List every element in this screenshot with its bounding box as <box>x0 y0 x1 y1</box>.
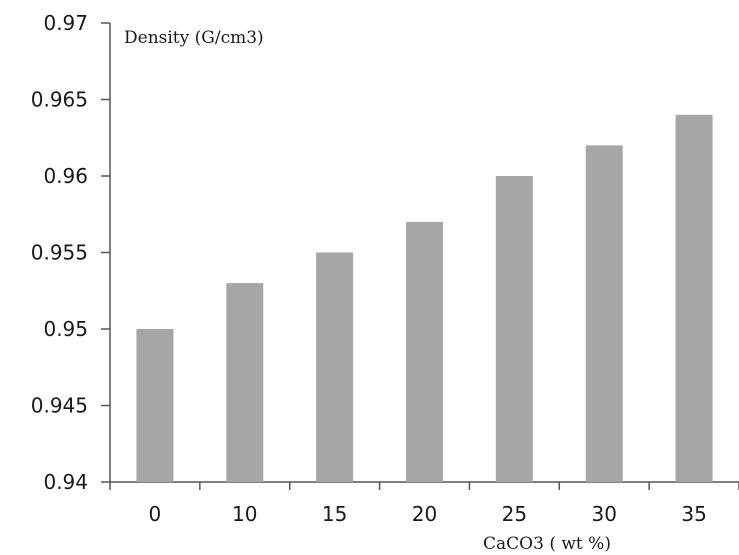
x-tick-label: 10 <box>232 502 257 526</box>
x-tick-label: 35 <box>681 502 706 526</box>
y-axis: 0.94 0.945 0.95 0.955 0.96 0.965 0.97 <box>31 11 111 494</box>
y-tick-label: 0.96 <box>43 164 88 188</box>
bar <box>585 145 623 482</box>
y-tick-label: 0.97 <box>43 11 88 35</box>
x-tick-label: 0 <box>149 502 162 526</box>
bar <box>495 176 533 482</box>
x-tick-label: 15 <box>322 502 347 526</box>
bar <box>226 283 264 482</box>
x-tick-label: 25 <box>502 502 527 526</box>
bar <box>316 252 354 482</box>
y-axis-title: Density (G/cm3) <box>124 28 264 48</box>
bar <box>136 329 174 482</box>
bar <box>675 114 713 483</box>
x-tick-label: 30 <box>591 502 616 526</box>
y-tick-label: 0.94 <box>43 470 88 494</box>
y-tick-label: 0.965 <box>31 88 88 112</box>
bar <box>406 221 443 482</box>
x-axis-title: CaCO3 ( wt %) <box>483 534 611 554</box>
y-tick-label: 0.955 <box>31 241 88 265</box>
x-axis: 0 10 15 20 25 30 35 <box>109 481 739 526</box>
bars <box>136 114 713 483</box>
x-tick-label: 20 <box>412 502 437 526</box>
y-tick-label: 0.95 <box>43 317 88 341</box>
y-tick-label: 0.945 <box>31 394 88 418</box>
